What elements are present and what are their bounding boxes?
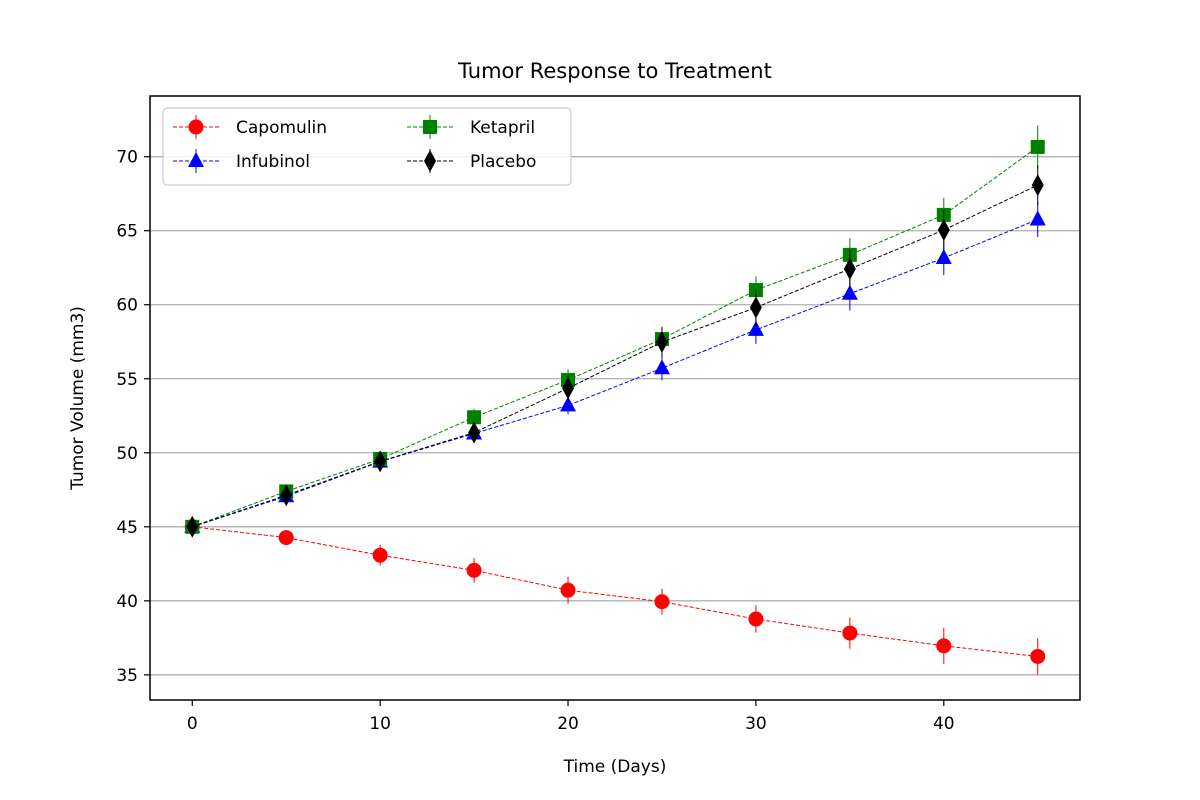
legend-marker <box>188 119 204 135</box>
placebo-line <box>192 184 1038 528</box>
placebo-point <box>280 484 293 507</box>
placebo-point <box>186 515 199 538</box>
placebo-point <box>374 450 387 473</box>
y-tick-label: 60 <box>116 296 138 316</box>
legend-marker <box>424 150 436 172</box>
infubinol-point <box>560 396 577 412</box>
placebo-point <box>655 331 668 354</box>
ketapril-line <box>192 146 1039 528</box>
legend-label: Infubinol <box>236 152 310 172</box>
series-placebo <box>186 165 1044 538</box>
y-tick-label: 45 <box>116 518 138 538</box>
legend-item-ketapril: Ketapril <box>407 115 535 139</box>
placebo-point <box>749 296 762 319</box>
capomulin-point <box>936 638 952 654</box>
legend-marker <box>188 152 204 167</box>
capomulin-point <box>748 611 764 627</box>
capomulin-point <box>466 562 482 578</box>
legend-label: Capomulin <box>236 118 327 138</box>
capomulin-point <box>842 625 858 641</box>
y-axis-title: Tumor Volume (mm3) <box>68 306 88 491</box>
capomulin-point <box>654 594 670 610</box>
legend-marker <box>423 120 437 134</box>
infubinol-point <box>1029 210 1046 226</box>
x-tick-label: 40 <box>933 714 955 734</box>
x-tick-label: 20 <box>557 714 579 734</box>
x-tick-label: 30 <box>745 714 767 734</box>
capomulin-line <box>192 526 1038 657</box>
x-tick-label: 0 <box>187 714 198 734</box>
placebo-point <box>937 218 950 241</box>
placebo-point <box>843 257 856 280</box>
placebo-point <box>562 377 575 400</box>
infubinol-point <box>935 248 952 264</box>
x-axis-title: Time (Days) <box>563 757 667 777</box>
tick-layer: 35 40 45 50 55 60 65 70 0 10 20 30 40 <box>116 148 954 734</box>
capomulin-point <box>1030 648 1046 664</box>
y-tick-label: 55 <box>116 370 138 390</box>
capomulin-point <box>372 547 388 563</box>
y-tick-label: 70 <box>116 148 138 168</box>
y-tick-label: 40 <box>116 592 138 612</box>
capomulin-point <box>560 582 576 598</box>
y-tick-label: 35 <box>116 666 138 686</box>
infubinol-point <box>653 359 670 375</box>
infubinol-point <box>841 284 858 300</box>
ketapril-point <box>467 410 482 425</box>
y-tick-label: 65 <box>116 222 138 242</box>
chart-title: Tumor Response to Treatment <box>457 59 772 83</box>
y-tick-label: 50 <box>116 444 138 464</box>
legend-item-infubinol: Infubinol <box>173 149 310 173</box>
plot-frame <box>149 95 1081 701</box>
placebo-point <box>1031 174 1044 197</box>
infubinol-line <box>192 219 1038 528</box>
infubinol-point <box>747 320 764 336</box>
legend-label: Placebo <box>470 152 536 172</box>
legend: Capomulin Infubinol Ketapril Placebo <box>162 107 572 186</box>
placebo-point <box>468 421 481 444</box>
legend-frame <box>162 107 572 186</box>
capomulin-point <box>278 530 294 546</box>
ketapril-point <box>1030 139 1045 154</box>
x-tick-label: 10 <box>369 714 391 734</box>
legend-label: Ketapril <box>470 118 535 138</box>
legend-item-placebo: Placebo <box>407 149 536 173</box>
legend-item-capomulin: Capomulin <box>173 115 327 139</box>
series-layer <box>184 125 1046 675</box>
